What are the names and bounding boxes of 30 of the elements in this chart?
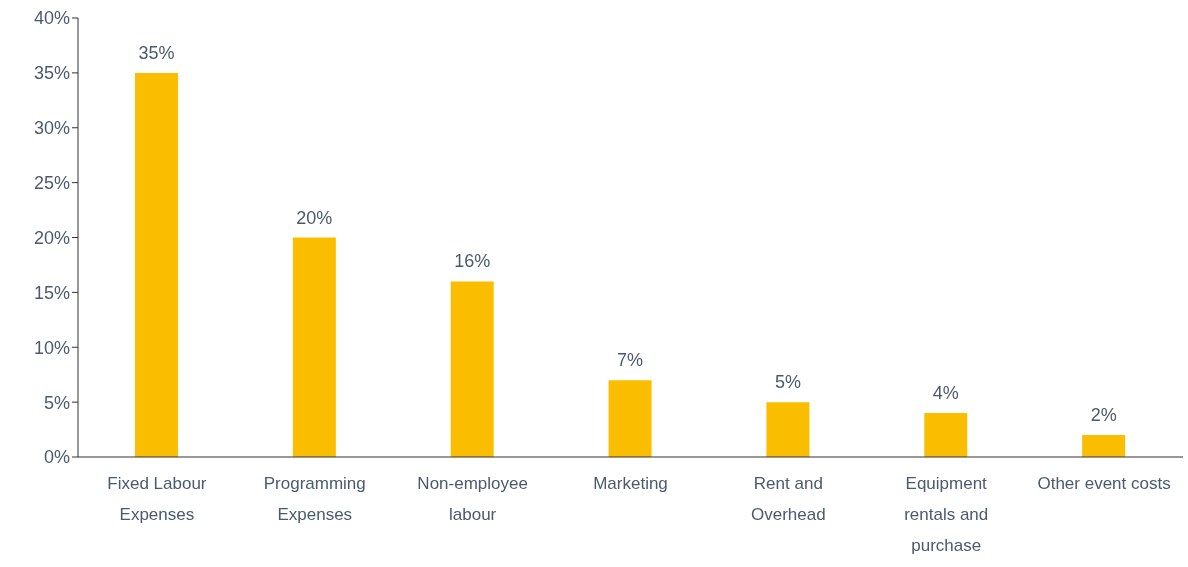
x-tick-label: Fixed Labour Expenses bbox=[107, 474, 207, 524]
x-tick-label: Non-employee labour bbox=[417, 474, 528, 524]
y-tick-label: 40% bbox=[33, 8, 70, 29]
x-tick-label: Rent and Overhead bbox=[751, 474, 826, 524]
y-tick-label: 15% bbox=[33, 282, 70, 303]
y-tick-label: 30% bbox=[33, 118, 70, 139]
x-tick-label: Equipment rentals and purchase bbox=[904, 474, 989, 555]
data-label: 35% bbox=[138, 42, 175, 63]
data-label: 2% bbox=[1090, 405, 1117, 426]
bar bbox=[292, 237, 336, 457]
data-label: 20% bbox=[296, 207, 333, 228]
y-tick-label: 20% bbox=[33, 227, 70, 248]
data-label: 16% bbox=[454, 251, 491, 272]
bar bbox=[608, 380, 652, 457]
data-label: 5% bbox=[774, 372, 801, 393]
y-tick-label: 10% bbox=[33, 337, 70, 358]
x-tick-label: Programming Expenses bbox=[263, 474, 366, 524]
bar bbox=[450, 281, 494, 457]
x-tick-label: Marketing bbox=[593, 474, 668, 493]
data-label: 4% bbox=[932, 383, 959, 404]
bar bbox=[135, 72, 178, 457]
y-tick-label: 25% bbox=[33, 173, 70, 194]
bar bbox=[924, 413, 968, 457]
data-label: 7% bbox=[617, 350, 644, 371]
y-tick-label: 5% bbox=[43, 392, 70, 413]
bar bbox=[766, 402, 810, 457]
y-tick-label: 35% bbox=[33, 63, 70, 84]
bar bbox=[1082, 435, 1126, 457]
x-tick-label: Other event costs bbox=[1037, 474, 1171, 493]
y-tick-label: 0% bbox=[43, 447, 70, 468]
